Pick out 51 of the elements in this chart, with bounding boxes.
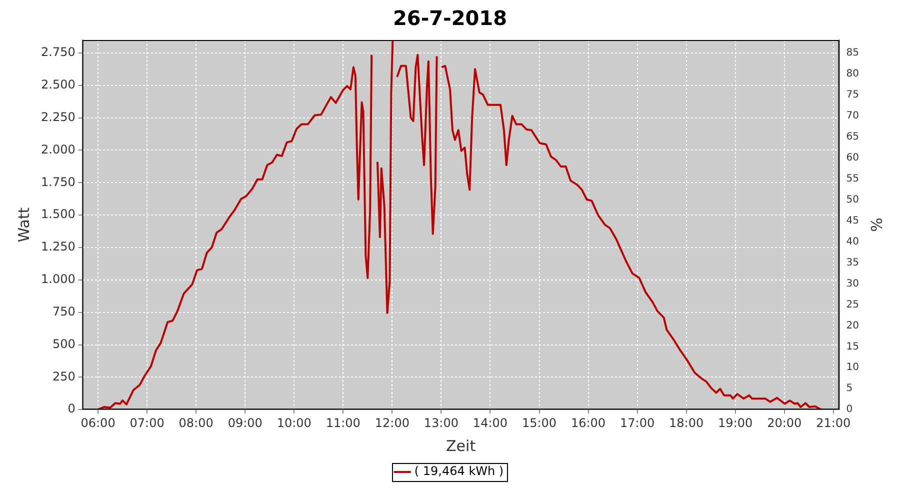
x-tick-label: 06:00: [80, 416, 116, 430]
y2-tick-label: 70: [846, 110, 860, 122]
x-tick-label: 20:00: [767, 416, 802, 430]
x-tick-label: 15:00: [522, 416, 557, 430]
x-tick-label: 13:00: [424, 416, 458, 430]
y-axis-title: Watt: [14, 207, 33, 242]
y2-tick-label: 0: [846, 404, 853, 416]
y-tick-label: 0: [68, 402, 76, 416]
legend-label: ( 19,464 kWh ): [414, 464, 504, 478]
x-tick-label: 16:00: [570, 416, 606, 430]
y2-tick-label: 75: [846, 90, 860, 101]
x-tick-label: 07:00: [130, 416, 164, 430]
y-tick-label: 2.750: [40, 45, 76, 60]
y-tick-label: 2.500: [40, 78, 76, 92]
y-tick-label: 500: [52, 336, 76, 351]
y2-axis-title: %: [867, 218, 886, 232]
y-tick-label: 250: [52, 369, 76, 384]
y2-tick-label: 10: [846, 362, 860, 374]
x-axis-title: Zeit: [446, 436, 476, 455]
y2-tick-label: 85: [846, 48, 860, 59]
x-tick-label: 10:00: [276, 416, 312, 430]
y-tick-label: 1.500: [40, 207, 76, 222]
y2-tick-label: 50: [846, 194, 860, 206]
y2-tick-label: 15: [846, 341, 860, 352]
y2-tick-label: 65: [846, 132, 860, 143]
x-tick-label: 09:00: [228, 416, 262, 430]
y-tick-label: 750: [52, 304, 76, 318]
x-tick-label: 11:00: [326, 416, 360, 430]
y2-tick-label: 35: [846, 257, 860, 268]
x-tick-label: 17:00: [620, 416, 655, 430]
x-tick-label: 14:00: [472, 416, 508, 430]
y-tick-label: 2.000: [40, 142, 76, 156]
y2-tick-label: 30: [846, 278, 860, 290]
x-tick-label: 21:00: [816, 416, 851, 430]
y2-tick-label: 80: [846, 68, 860, 80]
y-tick-label: 1.750: [40, 174, 76, 189]
y2-tick-label: 60: [846, 152, 860, 164]
y2-tick-label: 25: [846, 299, 860, 310]
y-tick-label: 1.000: [40, 272, 76, 286]
x-tick-label: 18:00: [669, 416, 704, 430]
x-tick-label: 19:00: [718, 416, 753, 430]
y2-tick-label: 40: [846, 236, 860, 248]
y2-tick-label: 55: [846, 173, 860, 184]
y2-tick-label: 45: [846, 215, 860, 226]
y2-tick-label: 20: [846, 320, 860, 332]
chart-title: 26-7-2018: [392, 6, 508, 30]
y-tick-label: 1.250: [40, 240, 76, 254]
y2-tick-label: 5: [846, 383, 853, 394]
y-tick-label: 2.250: [40, 110, 76, 124]
x-tick-label: 08:00: [178, 416, 214, 430]
x-tick-label: 12:00: [374, 416, 410, 430]
